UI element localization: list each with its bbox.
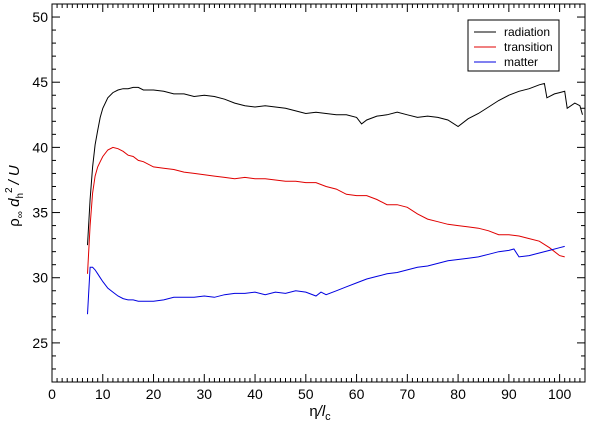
legend-label-radiation: radiation — [504, 25, 550, 39]
x-tick-label: 100 — [548, 386, 572, 402]
x-tick-label: 40 — [247, 386, 263, 402]
legend-label-transition: transition — [504, 40, 553, 54]
y-axis-title-d: d — [6, 198, 23, 211]
series-line-radiation — [87, 82, 583, 246]
series-line-transition — [87, 146, 565, 274]
x-tick-label: 60 — [349, 386, 365, 402]
x-tick-label: 70 — [400, 386, 416, 402]
x-tick-label: 10 — [95, 386, 111, 402]
x-axis-title-mid: /l — [317, 403, 326, 420]
x-axis-title-sub: c — [325, 411, 331, 422]
y-axis-title-rest: / U — [6, 165, 23, 185]
x-tick-label: 80 — [450, 386, 466, 402]
x-tick-label: 30 — [196, 386, 212, 402]
x-tick-label: 0 — [48, 386, 56, 402]
x-axis-title-main: η — [309, 403, 317, 420]
series-line-matter — [87, 245, 565, 315]
y-tick-label: 50 — [32, 9, 48, 25]
y-tick-label: 25 — [32, 335, 48, 351]
x-tick-label: 90 — [501, 386, 517, 402]
y-tick-label: 30 — [32, 270, 48, 286]
y-axis-title-d-sub: h — [15, 193, 26, 199]
y-axis-title-sup: 2 — [4, 187, 15, 193]
x-tick-label: 50 — [298, 386, 314, 402]
y-axis-title-rho-sub: ∞ — [15, 211, 26, 218]
series-layer — [87, 82, 583, 315]
y-tick-label: 45 — [32, 74, 48, 90]
y-tick-label: 40 — [32, 139, 48, 155]
axis-layer: 0 10 20 30 40 50 60 70 80 90 100 25 30 35 40 45 50 — [32, 3, 586, 402]
y-axis-title: ρ∞ dh2 / U — [4, 165, 26, 227]
plot-frame — [51, 3, 586, 383]
x-axis-title: η/lc — [309, 403, 331, 422]
y-axis-title-group: ρ∞ dh2 / U — [4, 165, 26, 227]
y-axis-title-rho: ρ — [6, 218, 23, 227]
legend-label-matter: matter — [504, 55, 538, 69]
x-tick-label: 20 — [146, 386, 162, 402]
y-tick-label: 35 — [32, 205, 48, 221]
